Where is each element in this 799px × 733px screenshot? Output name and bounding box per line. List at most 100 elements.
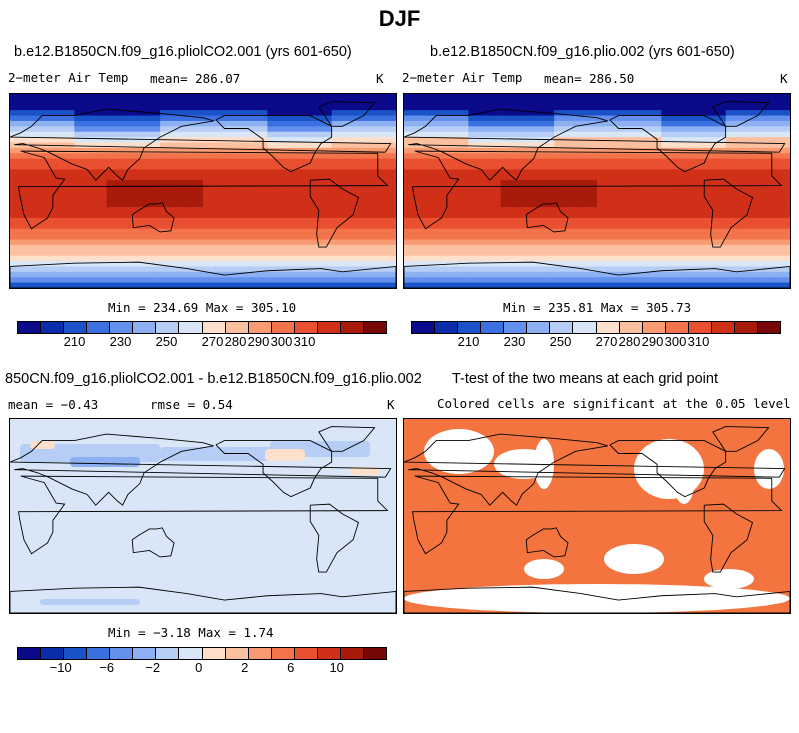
temp-cell xyxy=(213,266,220,273)
temp-cell xyxy=(342,277,349,284)
temp-cell xyxy=(369,271,376,278)
temp-cell xyxy=(90,223,97,230)
temp-cell xyxy=(543,217,550,224)
temp-cell xyxy=(591,120,598,127)
panel-a-map xyxy=(9,93,397,289)
temp-cell xyxy=(543,185,550,192)
temp-cell xyxy=(441,255,448,262)
temp-cell xyxy=(645,212,652,219)
temp-cell xyxy=(144,266,150,273)
temp-cell xyxy=(235,169,242,176)
temp-cell xyxy=(138,201,145,208)
temp-cell xyxy=(420,234,426,240)
temp-cell xyxy=(304,185,311,192)
temp-cell xyxy=(672,266,678,273)
temp-cell xyxy=(457,228,464,235)
temp-cell xyxy=(203,239,209,246)
temp-cell xyxy=(90,169,97,176)
temp-cell xyxy=(779,153,786,160)
temp-cell xyxy=(144,191,150,197)
temp-cell xyxy=(261,158,268,165)
temp-cell xyxy=(144,212,150,219)
temp-cell xyxy=(409,244,416,251)
temp-cell xyxy=(634,185,641,192)
temp-cell xyxy=(20,228,27,235)
temp-cell xyxy=(245,164,252,170)
temp-cell xyxy=(554,207,560,214)
temp-cell xyxy=(106,277,113,284)
temp-cell xyxy=(693,169,700,176)
temp-cell xyxy=(570,174,577,181)
temp-cell xyxy=(299,185,306,192)
temp-cell xyxy=(390,137,396,143)
temp-cell xyxy=(133,261,140,267)
temp-cell xyxy=(462,126,469,133)
temp-cell xyxy=(420,196,426,203)
temp-cell xyxy=(144,217,150,224)
temp-cell xyxy=(267,131,274,138)
temp-cell xyxy=(441,115,448,122)
temp-cell xyxy=(757,244,764,251)
temp-cell xyxy=(369,153,376,160)
temp-cell xyxy=(757,250,764,257)
temp-cell xyxy=(197,153,204,160)
temp-cell xyxy=(176,185,183,192)
temp-cell xyxy=(623,217,630,224)
temp-cell xyxy=(479,115,485,122)
temp-cell xyxy=(607,234,614,240)
temp-cell xyxy=(326,142,333,149)
temp-cell xyxy=(409,212,416,219)
temp-cell xyxy=(363,147,370,154)
temp-cell xyxy=(10,147,16,154)
temp-cell xyxy=(768,234,775,240)
temp-cell xyxy=(63,131,70,138)
temp-cell xyxy=(682,261,689,267)
temp-cell xyxy=(176,131,183,138)
temp-cell xyxy=(294,271,300,278)
temp-cell xyxy=(693,99,700,106)
temp-cell xyxy=(390,99,396,106)
temp-cell xyxy=(468,137,475,143)
temp-cell xyxy=(757,94,764,100)
temp-cell xyxy=(251,266,258,273)
temp-cell xyxy=(757,180,764,187)
temp-cell xyxy=(511,185,518,192)
temp-cell xyxy=(597,120,603,127)
coastline xyxy=(10,261,396,288)
temp-cell xyxy=(527,185,534,192)
temp-cell xyxy=(79,158,86,165)
temp-cell xyxy=(20,142,27,149)
temp-cell xyxy=(613,180,619,187)
temp-cell xyxy=(618,174,625,181)
temp-cell xyxy=(779,201,786,208)
coastline xyxy=(10,108,392,181)
temp-cell xyxy=(85,207,91,214)
temp-cell xyxy=(784,201,790,208)
temp-cell xyxy=(90,212,97,219)
temp-cell xyxy=(337,244,343,251)
temp-cell xyxy=(176,164,183,170)
temp-cell xyxy=(122,223,129,230)
temp-cell xyxy=(757,147,764,154)
temp-cell xyxy=(181,271,188,278)
temp-cell xyxy=(505,261,512,267)
temp-cell xyxy=(358,142,365,149)
temp-cell xyxy=(229,94,236,100)
colorbar-swatch xyxy=(225,322,249,333)
temp-cell xyxy=(36,174,43,181)
temp-cell xyxy=(261,234,268,240)
temp-cell xyxy=(261,104,268,111)
temp-cell xyxy=(484,207,491,214)
temp-cell xyxy=(154,261,161,267)
temp-cell xyxy=(154,94,161,100)
temp-cell xyxy=(623,201,630,208)
temp-cell xyxy=(192,147,199,154)
temp-cell xyxy=(235,164,242,170)
temp-cell xyxy=(639,261,646,267)
temp-cell xyxy=(650,223,657,230)
temp-cell xyxy=(704,266,711,273)
temp-cell xyxy=(278,104,284,111)
temp-cell xyxy=(655,196,662,203)
temp-cell xyxy=(52,191,59,197)
temp-cell xyxy=(342,142,349,149)
